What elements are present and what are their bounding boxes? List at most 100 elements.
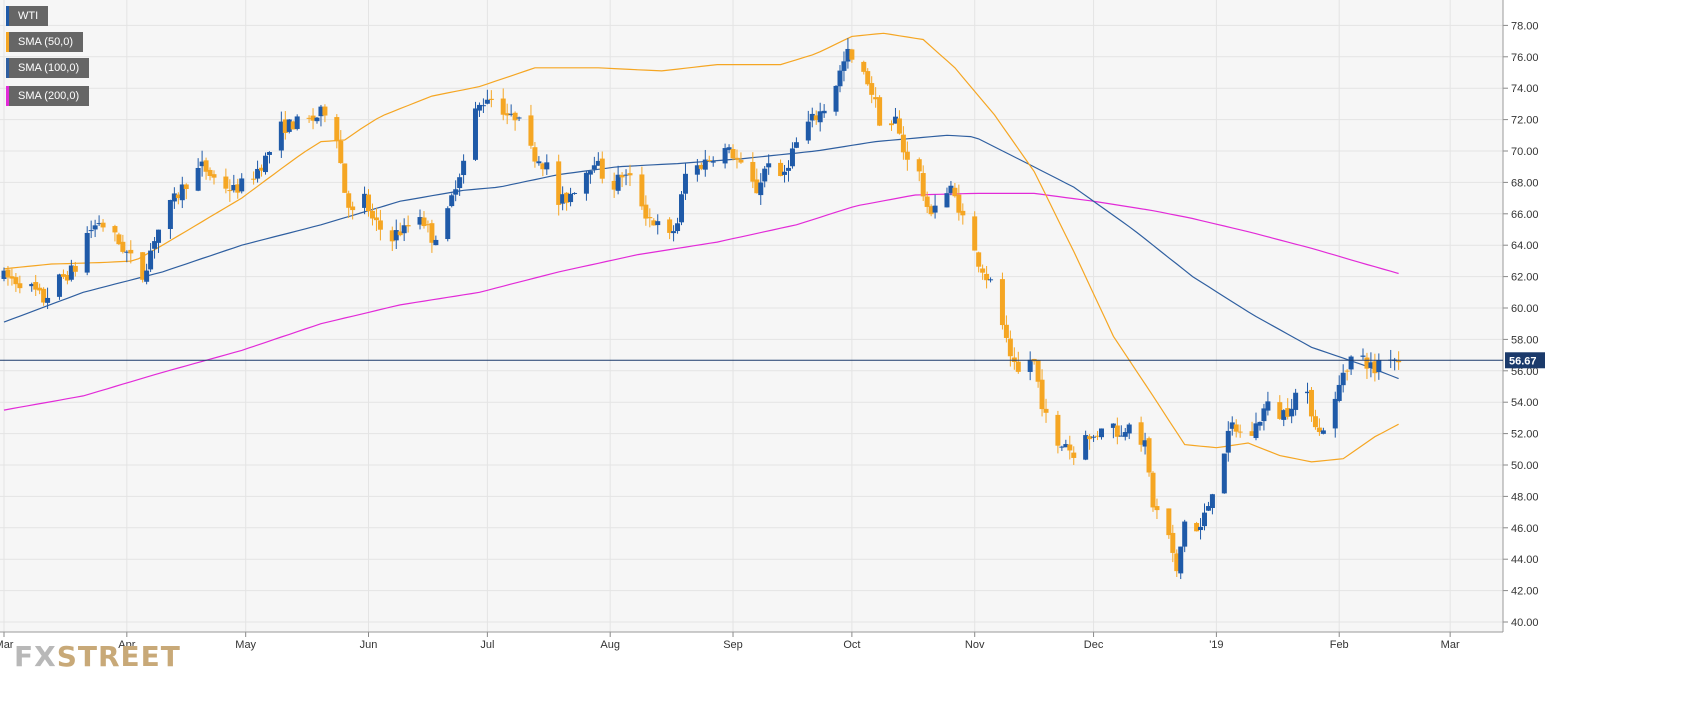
y-tick-label: 78.00: [1511, 20, 1539, 32]
candle: [651, 218, 657, 226]
candle: [1138, 416, 1144, 452]
legend-item-wti[interactable]: WTI: [6, 6, 49, 26]
candle: [528, 104, 534, 149]
candle-body: [702, 159, 708, 170]
candle: [583, 170, 589, 201]
sma-200-line: [3, 192, 1399, 411]
candle: [425, 220, 431, 233]
candle: [817, 102, 823, 132]
candle: [892, 107, 898, 124]
candle-body: [255, 168, 261, 179]
candle: [1320, 427, 1326, 435]
candle: [766, 154, 772, 175]
candle-body: [156, 229, 162, 243]
candle-body: [9, 276, 15, 279]
candle: [64, 270, 70, 285]
x-tick-label: Sep: [723, 639, 743, 651]
candle-body: [5, 269, 11, 278]
candle: [239, 173, 245, 194]
candle: [698, 162, 704, 171]
candle: [179, 176, 185, 209]
candle-body: [647, 217, 653, 219]
candle: [207, 167, 213, 181]
candle: [1194, 521, 1200, 532]
candle-body: [211, 174, 217, 178]
candle: [314, 116, 320, 124]
candle-body: [171, 193, 177, 202]
candle: [1221, 453, 1227, 494]
candle: [726, 144, 732, 154]
y-tick-label: 46.00: [1511, 523, 1539, 535]
candle: [710, 156, 716, 167]
candle-body: [1118, 435, 1124, 437]
candle-body: [896, 118, 902, 134]
candle-body: [1138, 422, 1144, 445]
candle-body: [1233, 424, 1239, 432]
legend-item-sma50[interactable]: SMA (50,0): [6, 32, 84, 52]
candle: [389, 226, 395, 252]
candle-body: [1007, 338, 1013, 357]
candle-body: [290, 121, 296, 130]
candle: [457, 173, 463, 196]
candle: [68, 259, 74, 282]
sma-50-line: [3, 32, 1399, 463]
candle: [793, 137, 799, 149]
candle-body: [1154, 506, 1160, 511]
candle: [671, 225, 677, 242]
candle-body: [722, 148, 728, 164]
candle-body: [972, 216, 978, 251]
candle-body: [68, 265, 74, 280]
candle: [45, 287, 51, 309]
candle: [643, 195, 649, 226]
candle: [33, 274, 39, 296]
legend-label-sma50: SMA (50,0): [18, 36, 74, 48]
candle: [171, 187, 177, 209]
candle: [152, 236, 158, 259]
candle: [199, 150, 205, 177]
candle-body: [833, 85, 839, 112]
candle: [1364, 352, 1370, 379]
candle: [560, 186, 566, 211]
candle-body: [56, 274, 62, 297]
candle: [251, 171, 257, 185]
x-tick-label: Apr: [118, 639, 135, 651]
candle-body: [738, 159, 744, 163]
candle-body: [64, 274, 70, 281]
candle: [484, 89, 490, 105]
candle: [960, 203, 966, 225]
candle: [211, 170, 217, 185]
legend-item-sma200[interactable]: SMA (200,0): [6, 86, 90, 106]
candle-body: [60, 274, 66, 277]
candle-body: [1249, 431, 1255, 436]
candle-body: [1198, 526, 1204, 531]
candle: [1039, 369, 1045, 417]
candle: [599, 151, 605, 184]
candle-body: [651, 220, 657, 226]
candle: [615, 165, 621, 195]
candle-body: [1166, 508, 1172, 536]
candle: [1166, 508, 1172, 539]
candle: [476, 102, 482, 117]
candle: [667, 217, 673, 240]
legend-item-sma100[interactable]: SMA (100,0): [6, 58, 90, 78]
candle: [1003, 315, 1009, 343]
candle: [758, 173, 764, 205]
candle-body: [928, 206, 934, 215]
candle: [13, 273, 19, 292]
candle: [813, 110, 819, 125]
candle-body: [1312, 416, 1318, 428]
candle-body: [916, 159, 922, 172]
candle-body: [1253, 423, 1259, 439]
legend-swatch-sma200: [6, 86, 9, 106]
candle-body: [710, 161, 716, 163]
x-tick-label: '19: [1209, 639, 1223, 651]
candle-body: [1209, 494, 1215, 508]
candlesticks: [1, 38, 1402, 580]
candle-body: [1221, 453, 1227, 494]
candle-body: [112, 226, 118, 233]
candle-body: [920, 173, 926, 197]
candle-body: [1202, 512, 1208, 527]
candle: [60, 269, 66, 279]
candle-body: [286, 119, 292, 132]
logo-fx: FX: [14, 640, 57, 673]
